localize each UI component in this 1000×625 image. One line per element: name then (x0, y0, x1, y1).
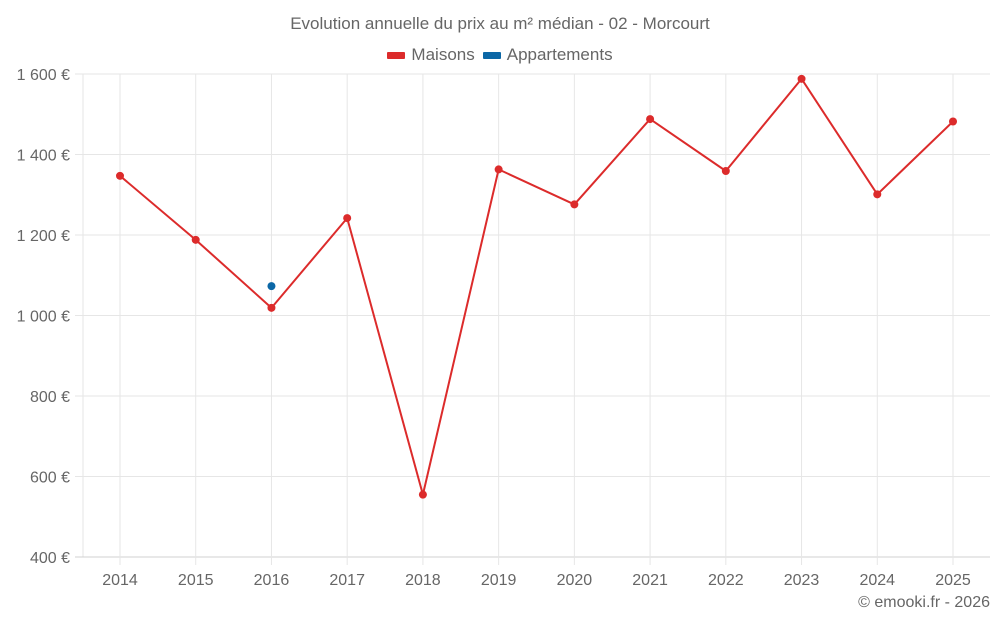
x-tick-label: 2018 (405, 572, 441, 589)
data-point[interactable] (873, 190, 882, 199)
x-tick-label: 2016 (254, 572, 290, 589)
legend-item-appartements[interactable]: Appartements (482, 45, 613, 65)
data-point[interactable] (797, 74, 806, 83)
grid-lines (75, 73, 990, 565)
y-tick-label: 600 € (30, 470, 70, 487)
y-tick-label: 1 000 € (17, 309, 70, 326)
x-tick-label: 2014 (102, 572, 138, 589)
data-point[interactable] (949, 117, 957, 126)
data-point[interactable] (116, 171, 124, 180)
series-maisons (116, 74, 957, 499)
series-line (119, 77, 954, 496)
data-point[interactable] (721, 167, 730, 176)
y-tick-label: 400 € (30, 550, 70, 567)
y-tick-label: 1 600 € (17, 67, 70, 84)
x-axis: 2014 2015 2016 2017 2018 2019 2020 2021 2022 2023… (102, 572, 971, 589)
x-tick-label: 2023 (784, 572, 820, 589)
data-point[interactable] (267, 282, 276, 291)
data-point[interactable] (191, 235, 200, 244)
x-tick-label: 2020 (557, 572, 593, 589)
x-tick-label: 2022 (708, 572, 744, 589)
x-tick-label: 2024 (859, 572, 895, 589)
data-point[interactable] (570, 200, 579, 209)
data-point[interactable] (267, 303, 276, 312)
y-tick-label: 800 € (30, 389, 70, 406)
y-tick-label: 1 400 € (17, 148, 70, 165)
x-tick-label: 2017 (329, 572, 365, 589)
data-series (116, 74, 957, 499)
legend-label-maisons: Maisons (411, 45, 475, 64)
x-tick-label: 2015 (178, 572, 214, 589)
data-point[interactable] (418, 490, 427, 499)
legend-item-maisons[interactable]: Maisons (387, 45, 475, 65)
x-tick-label: 2019 (481, 572, 517, 589)
x-tick-label: 2021 (632, 572, 668, 589)
series-appartements (267, 282, 276, 291)
data-point[interactable] (343, 214, 352, 223)
chart-legend: Maisons Appartements (0, 45, 1000, 65)
y-tick-label: 1 200 € (17, 228, 70, 245)
data-point[interactable] (646, 115, 655, 124)
y-axis: 400 € 600 € 800 € 1 000 € 1 200 € 1 400 € 1 60… (17, 67, 70, 567)
chart-title: Evolution annuelle du prix au m² médian … (290, 14, 710, 33)
legend-swatch-appartements (482, 51, 501, 59)
legend-label-appartements: Appartements (506, 45, 613, 64)
legend-swatch-maisons (387, 51, 406, 59)
data-point[interactable] (494, 165, 503, 174)
copyright-credit: © emooki.fr - 2026 (858, 594, 990, 611)
x-tick-label: 2025 (935, 572, 971, 589)
